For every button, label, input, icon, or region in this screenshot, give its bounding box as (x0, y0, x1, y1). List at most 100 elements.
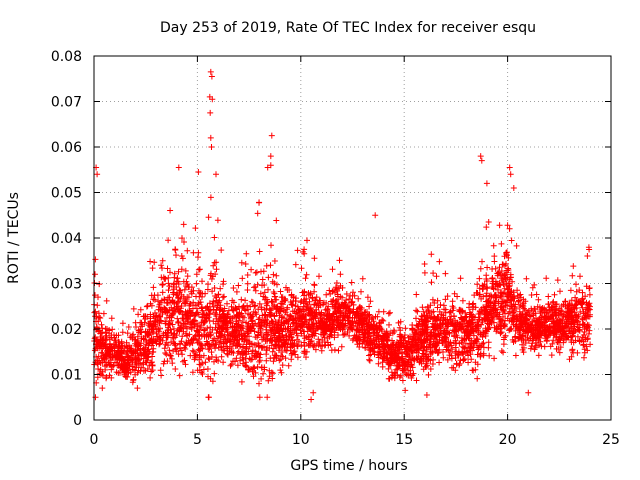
data-point (241, 314, 248, 321)
data-point (155, 313, 162, 320)
data-point (298, 265, 305, 272)
data-point (289, 308, 296, 315)
data-point (145, 342, 152, 349)
data-point (135, 311, 142, 318)
data-point (533, 291, 540, 298)
data-point (187, 313, 194, 320)
data-point (213, 299, 219, 306)
data-point (333, 299, 339, 306)
data-point (407, 367, 414, 374)
data-point (166, 347, 173, 354)
data-point (229, 333, 236, 340)
data-point (137, 326, 144, 333)
data-point (430, 308, 437, 315)
data-point (123, 339, 130, 346)
data-point (476, 291, 483, 298)
data-point (476, 342, 482, 349)
data-point (183, 278, 190, 285)
data-point (579, 315, 586, 322)
data-point (211, 335, 218, 342)
data-point (510, 301, 517, 308)
data-point (395, 349, 402, 355)
data-point (419, 339, 426, 346)
data-point (110, 341, 117, 348)
data-point (283, 306, 290, 313)
data-point (264, 336, 271, 343)
data-point (243, 359, 249, 366)
data-point (116, 339, 123, 346)
data-point (162, 275, 169, 282)
data-point (423, 392, 430, 398)
data-point (444, 293, 451, 300)
data-point (133, 360, 140, 367)
data-point (477, 265, 484, 272)
data-point (353, 331, 360, 338)
data-point (172, 366, 179, 372)
data-point (389, 355, 396, 361)
data-point (94, 302, 101, 309)
data-point (475, 327, 482, 334)
data-point (514, 287, 521, 294)
data-point (316, 297, 323, 304)
data-point (176, 372, 183, 379)
data-point (523, 275, 530, 282)
data-point (224, 351, 231, 358)
data-point (294, 336, 300, 343)
data-point (302, 319, 309, 326)
data-point (402, 387, 409, 394)
data-point (261, 312, 268, 319)
data-point (269, 370, 276, 377)
data-point (182, 320, 189, 327)
data-point (574, 321, 581, 328)
data-point (198, 305, 205, 312)
data-point (531, 329, 538, 336)
data-point (402, 325, 409, 332)
data-point (193, 310, 200, 317)
data-point (465, 335, 472, 342)
data-point (459, 350, 466, 357)
data-point (268, 242, 274, 249)
data-point (422, 331, 429, 338)
data-point (446, 352, 453, 359)
data-point (112, 337, 119, 343)
data-point (137, 306, 144, 313)
data-point (105, 359, 112, 366)
data-point (532, 344, 539, 351)
data-point (309, 321, 316, 328)
data-point (404, 359, 411, 366)
data-point (140, 355, 147, 362)
data-point (384, 355, 391, 362)
data-point (164, 329, 171, 336)
data-point (278, 320, 285, 327)
data-point (431, 332, 438, 339)
data-point (282, 355, 289, 362)
data-point (154, 292, 161, 299)
data-point (369, 344, 376, 351)
data-point (372, 212, 379, 219)
data-point (285, 362, 292, 369)
data-point (256, 394, 263, 401)
data-point (359, 275, 366, 282)
data-point (264, 299, 271, 306)
data-point (570, 328, 577, 335)
data-point (355, 312, 362, 319)
data-point (97, 315, 104, 321)
data-point (218, 344, 225, 351)
data-point (238, 296, 245, 303)
data-point (375, 336, 382, 343)
data-point (480, 293, 487, 300)
data-point (322, 327, 329, 334)
x-tick-label: 15 (395, 432, 413, 448)
data-point (393, 352, 400, 359)
data-point (195, 254, 201, 261)
data-point (277, 356, 284, 363)
data-point (413, 291, 420, 298)
data-point (537, 308, 544, 315)
data-point (216, 297, 223, 304)
data-point (199, 371, 206, 377)
data-point (265, 274, 272, 281)
data-point (530, 327, 537, 333)
data-point (413, 328, 420, 335)
data-point (244, 280, 251, 287)
data-point (400, 342, 407, 349)
